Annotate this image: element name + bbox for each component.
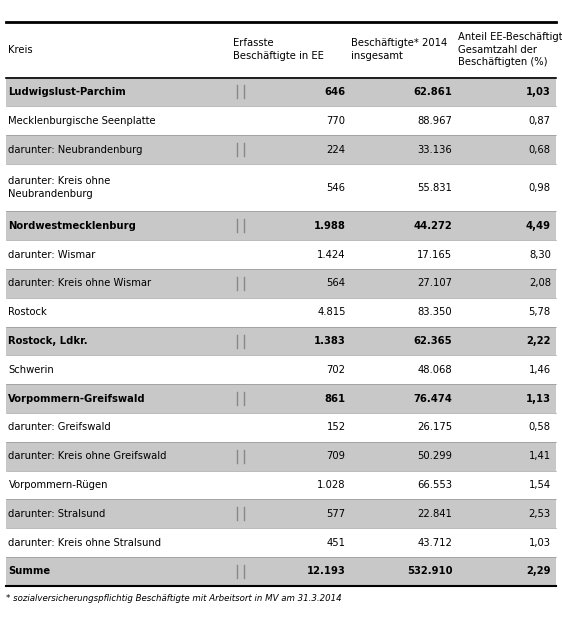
- Bar: [6, 442, 556, 471]
- Bar: [6, 384, 556, 413]
- Text: Anteil EE-Beschäftigte an
Gesamtzahl der
Beschäftigten (%): Anteil EE-Beschäftigte an Gesamtzahl der…: [458, 32, 562, 67]
- Text: 83.350: 83.350: [418, 308, 452, 317]
- Text: 5,78: 5,78: [529, 308, 551, 317]
- Bar: [6, 327, 556, 355]
- Text: 0,87: 0,87: [529, 116, 551, 126]
- Text: 22.841: 22.841: [418, 509, 452, 519]
- Text: Vorpommern-Rügen: Vorpommern-Rügen: [8, 480, 108, 490]
- Text: 2,22: 2,22: [526, 336, 551, 346]
- Text: * sozialversicherungspflichtig Beschäftigte mit Arbeitsort in MV am 31.3.2014: * sozialversicherungspflichtig Beschäfti…: [6, 594, 341, 603]
- Text: 50.299: 50.299: [418, 451, 452, 461]
- Text: 564: 564: [327, 278, 346, 288]
- Text: darunter: Greifswald: darunter: Greifswald: [8, 422, 111, 433]
- Text: 0,68: 0,68: [529, 144, 551, 154]
- Text: 62.861: 62.861: [414, 87, 452, 97]
- Text: Summe: Summe: [8, 567, 51, 577]
- Text: 88.967: 88.967: [418, 116, 452, 126]
- Text: 12.193: 12.193: [307, 567, 346, 577]
- Text: 577: 577: [327, 509, 346, 519]
- Text: 152: 152: [327, 422, 346, 433]
- Text: darunter: Neubrandenburg: darunter: Neubrandenburg: [8, 144, 143, 154]
- Text: 1,41: 1,41: [529, 451, 551, 461]
- Text: darunter: Wismar: darunter: Wismar: [8, 250, 96, 260]
- Text: 62.365: 62.365: [414, 336, 452, 346]
- Text: Vorpommern-Greifswald: Vorpommern-Greifswald: [8, 394, 146, 404]
- Text: darunter: Kreis ohne Stralsund: darunter: Kreis ohne Stralsund: [8, 538, 161, 547]
- Text: 1,46: 1,46: [529, 365, 551, 375]
- Text: 2,29: 2,29: [526, 567, 551, 577]
- Text: 48.068: 48.068: [418, 365, 452, 375]
- Bar: [6, 211, 556, 240]
- Text: Beschäftigte* 2014
insgesamt: Beschäftigte* 2014 insgesamt: [351, 38, 447, 61]
- Text: 1.988: 1.988: [314, 221, 346, 231]
- Bar: [6, 269, 556, 298]
- Text: Schwerin: Schwerin: [8, 365, 54, 375]
- Text: Mecklenburgische Seenplatte: Mecklenburgische Seenplatte: [8, 116, 156, 126]
- Bar: [6, 557, 556, 586]
- Text: 1.424: 1.424: [317, 250, 346, 260]
- Text: 770: 770: [327, 116, 346, 126]
- Text: 1.383: 1.383: [314, 336, 346, 346]
- Text: 532.910: 532.910: [407, 567, 452, 577]
- Text: 17.165: 17.165: [417, 250, 452, 260]
- Text: darunter: Kreis ohne
Neubrandenburg: darunter: Kreis ohne Neubrandenburg: [8, 177, 111, 199]
- Text: 4.815: 4.815: [317, 308, 346, 317]
- Text: 27.107: 27.107: [418, 278, 452, 288]
- Text: Rostock: Rostock: [8, 308, 47, 317]
- Text: 76.474: 76.474: [414, 394, 452, 404]
- Text: 702: 702: [327, 365, 346, 375]
- Text: 451: 451: [327, 538, 346, 547]
- Text: 43.712: 43.712: [418, 538, 452, 547]
- Text: 0,98: 0,98: [529, 183, 551, 193]
- Text: 224: 224: [327, 144, 346, 154]
- Text: 861: 861: [324, 394, 346, 404]
- Text: 709: 709: [327, 451, 346, 461]
- Text: 0,58: 0,58: [529, 422, 551, 433]
- Text: 66.553: 66.553: [418, 480, 452, 490]
- Text: 546: 546: [327, 183, 346, 193]
- Text: 1.028: 1.028: [317, 480, 346, 490]
- Bar: [6, 135, 556, 164]
- Text: darunter: Kreis ohne Greifswald: darunter: Kreis ohne Greifswald: [8, 451, 167, 461]
- Text: Ludwigslust-Parchim: Ludwigslust-Parchim: [8, 87, 126, 97]
- Text: 1,13: 1,13: [526, 394, 551, 404]
- Text: 8,30: 8,30: [529, 250, 551, 260]
- Text: Rostock, Ldkr.: Rostock, Ldkr.: [8, 336, 88, 346]
- Text: 44.272: 44.272: [414, 221, 452, 231]
- Text: 33.136: 33.136: [418, 144, 452, 154]
- Text: 2,53: 2,53: [529, 509, 551, 519]
- Text: Erfasste
Beschäftigte in EE: Erfasste Beschäftigte in EE: [233, 38, 324, 61]
- Text: 1,03: 1,03: [526, 87, 551, 97]
- Text: 55.831: 55.831: [418, 183, 452, 193]
- Bar: [6, 78, 556, 106]
- Text: Kreis: Kreis: [8, 45, 33, 55]
- Bar: [6, 500, 556, 528]
- Text: 26.175: 26.175: [417, 422, 452, 433]
- Text: 4,49: 4,49: [526, 221, 551, 231]
- Text: 2,08: 2,08: [529, 278, 551, 288]
- Text: Nordwestmecklenburg: Nordwestmecklenburg: [8, 221, 137, 231]
- Text: 646: 646: [324, 87, 346, 97]
- Text: darunter: Kreis ohne Wismar: darunter: Kreis ohne Wismar: [8, 278, 152, 288]
- Text: 1,54: 1,54: [529, 480, 551, 490]
- Text: darunter: Stralsund: darunter: Stralsund: [8, 509, 106, 519]
- Text: 1,03: 1,03: [529, 538, 551, 547]
